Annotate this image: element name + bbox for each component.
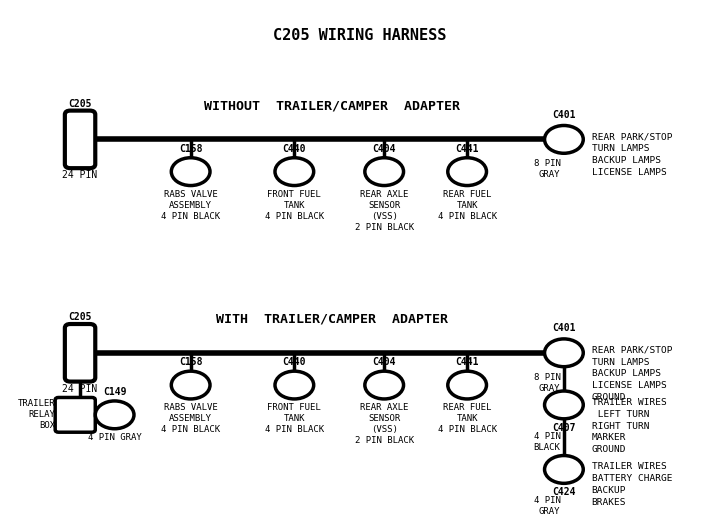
Text: C401: C401 [552,110,576,119]
Text: 4 PIN: 4 PIN [534,432,560,440]
Text: C401: C401 [552,323,576,333]
Text: REAR FUEL
TANK
4 PIN BLACK: REAR FUEL TANK 4 PIN BLACK [438,190,497,221]
Text: GRAY: GRAY [539,384,560,392]
Text: GRAY: GRAY [539,507,560,516]
Text: FRONT FUEL
TANK
4 PIN BLACK: FRONT FUEL TANK 4 PIN BLACK [265,190,324,221]
Text: TRAILER WIRES
 LEFT TURN
RIGHT TURN
MARKER
GROUND: TRAILER WIRES LEFT TURN RIGHT TURN MARKE… [592,398,666,454]
Text: C158: C158 [179,144,202,154]
Text: 24 PIN: 24 PIN [63,170,98,180]
Text: C407: C407 [552,423,576,433]
Circle shape [171,371,210,399]
Text: C424: C424 [552,488,576,497]
Text: REAR AXLE
SENSOR
(VSS)
2 PIN BLACK: REAR AXLE SENSOR (VSS) 2 PIN BLACK [355,403,414,445]
Circle shape [544,126,583,153]
Text: C440: C440 [282,144,306,154]
Text: 4 PIN: 4 PIN [534,496,560,505]
Text: WITH  TRAILER/CAMPER  ADAPTER: WITH TRAILER/CAMPER ADAPTER [216,312,449,326]
Text: FRONT FUEL
TANK
4 PIN BLACK: FRONT FUEL TANK 4 PIN BLACK [265,403,324,434]
Text: C404: C404 [372,144,396,154]
Circle shape [544,391,583,419]
Circle shape [544,455,583,483]
Text: C440: C440 [282,357,306,367]
Text: WITHOUT  TRAILER/CAMPER  ADAPTER: WITHOUT TRAILER/CAMPER ADAPTER [204,99,460,112]
Text: 8 PIN: 8 PIN [534,373,560,382]
Text: REAR AXLE
SENSOR
(VSS)
2 PIN BLACK: REAR AXLE SENSOR (VSS) 2 PIN BLACK [355,190,414,232]
Text: C441: C441 [455,357,479,367]
Text: GRAY: GRAY [539,170,560,179]
FancyBboxPatch shape [65,111,95,168]
Circle shape [171,158,210,186]
Circle shape [275,158,314,186]
Circle shape [365,371,403,399]
Text: 4 PIN GRAY: 4 PIN GRAY [88,433,142,442]
Circle shape [95,401,134,429]
Text: 24 PIN: 24 PIN [63,384,98,393]
Text: C149: C149 [103,387,127,397]
Circle shape [365,158,403,186]
Circle shape [448,158,487,186]
Text: RABS VALVE
ASSEMBLY
4 PIN BLACK: RABS VALVE ASSEMBLY 4 PIN BLACK [161,403,220,434]
Text: C205: C205 [68,312,92,322]
Text: REAR PARK/STOP
TURN LAMPS
BACKUP LAMPS
LICENSE LAMPS: REAR PARK/STOP TURN LAMPS BACKUP LAMPS L… [592,132,672,177]
Text: RABS VALVE
ASSEMBLY
4 PIN BLACK: RABS VALVE ASSEMBLY 4 PIN BLACK [161,190,220,221]
Text: 8 PIN: 8 PIN [534,159,560,168]
Text: REAR FUEL
TANK
4 PIN BLACK: REAR FUEL TANK 4 PIN BLACK [438,403,497,434]
Text: C158: C158 [179,357,202,367]
Text: TRAILER
RELAY
BOX: TRAILER RELAY BOX [17,399,55,431]
Text: C404: C404 [372,357,396,367]
Circle shape [275,371,314,399]
FancyBboxPatch shape [55,398,95,432]
Circle shape [448,371,487,399]
FancyBboxPatch shape [65,324,95,382]
Circle shape [544,339,583,367]
Text: REAR PARK/STOP
TURN LAMPS
BACKUP LAMPS
LICENSE LAMPS
GROUND: REAR PARK/STOP TURN LAMPS BACKUP LAMPS L… [592,346,672,402]
Text: C205 WIRING HARNESS: C205 WIRING HARNESS [274,28,446,43]
Text: C441: C441 [455,144,479,154]
Text: BLACK: BLACK [534,443,560,452]
Text: TRAILER WIRES
BATTERY CHARGE
BACKUP
BRAKES: TRAILER WIRES BATTERY CHARGE BACKUP BRAK… [592,463,672,507]
Text: C205: C205 [68,99,92,109]
